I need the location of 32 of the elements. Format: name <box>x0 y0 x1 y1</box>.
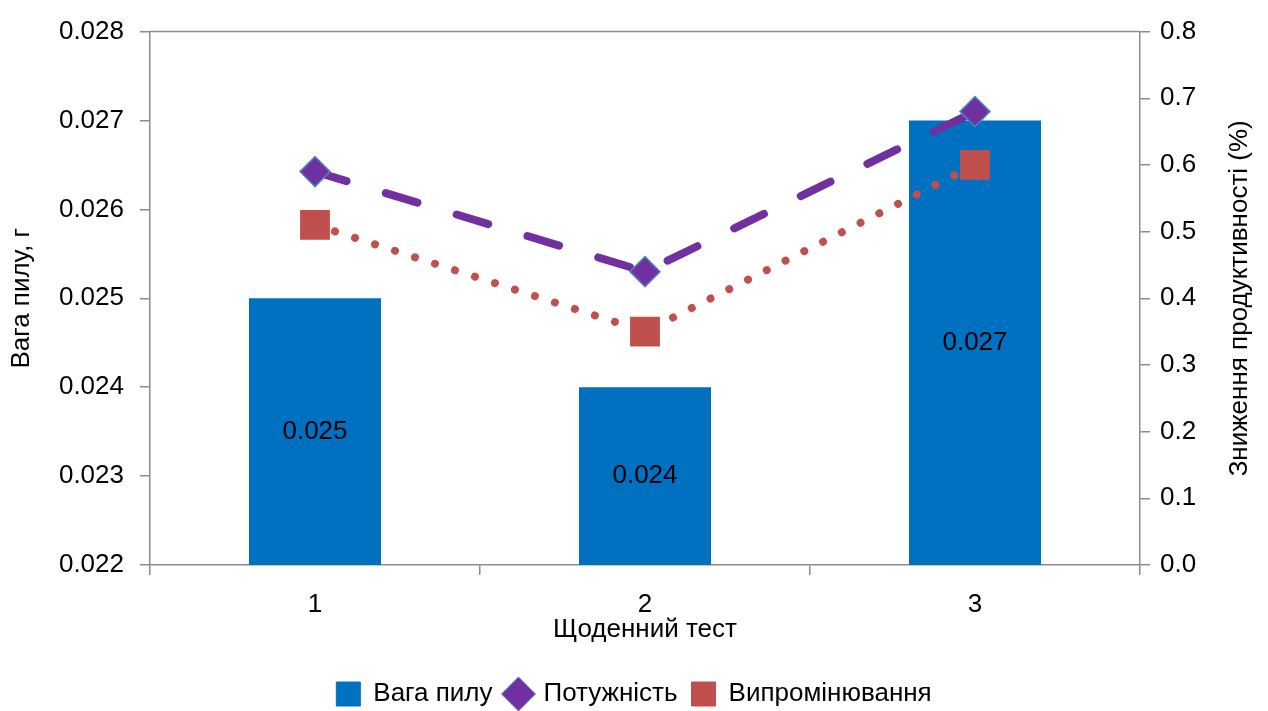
y2-tick-label: 0.3 <box>1160 348 1197 379</box>
y-tick-label: 0.024 <box>58 370 124 401</box>
y2-tick-label: 0.4 <box>1160 281 1197 312</box>
y-axis-title: Вага пилу, г <box>4 228 35 369</box>
data-label: 0.025 <box>282 414 348 445</box>
y2-tick-label: 0.6 <box>1160 148 1197 179</box>
y2-axis-title: Зниження продуктивності (%) <box>1223 120 1254 477</box>
y2-tick-label: 0.5 <box>1160 214 1197 245</box>
x-tick-label: 3 <box>967 587 983 618</box>
point <box>300 210 330 240</box>
data-label: 0.024 <box>612 459 678 490</box>
y2-tick-label: 0.7 <box>1160 81 1197 112</box>
y2-tick-label: 0.2 <box>1160 414 1197 445</box>
y2-tick-label: 0.8 <box>1160 14 1197 45</box>
data-label: 0.027 <box>942 325 1008 356</box>
y-tick-label: 0.028 <box>58 14 124 45</box>
point <box>959 95 991 128</box>
x-tick-label: 1 <box>307 587 323 618</box>
y-tick-label: 0.025 <box>58 281 124 312</box>
point <box>960 150 990 180</box>
y-tick-label: 0.026 <box>58 192 124 223</box>
point <box>630 316 660 347</box>
y2-tick-label: 0.1 <box>1160 481 1197 512</box>
y-tick-label: 0.027 <box>58 103 124 134</box>
y-tick-label: 0.022 <box>58 548 124 579</box>
legend-label: Вага пилу <box>373 677 493 708</box>
point <box>299 155 331 188</box>
y2-tick-label: 0.0 <box>1160 548 1197 579</box>
y-tick-label: 0.023 <box>58 459 124 490</box>
legend-label: Випромінювання <box>728 677 932 708</box>
legend-label: Потужність <box>543 677 678 708</box>
point <box>629 255 661 288</box>
